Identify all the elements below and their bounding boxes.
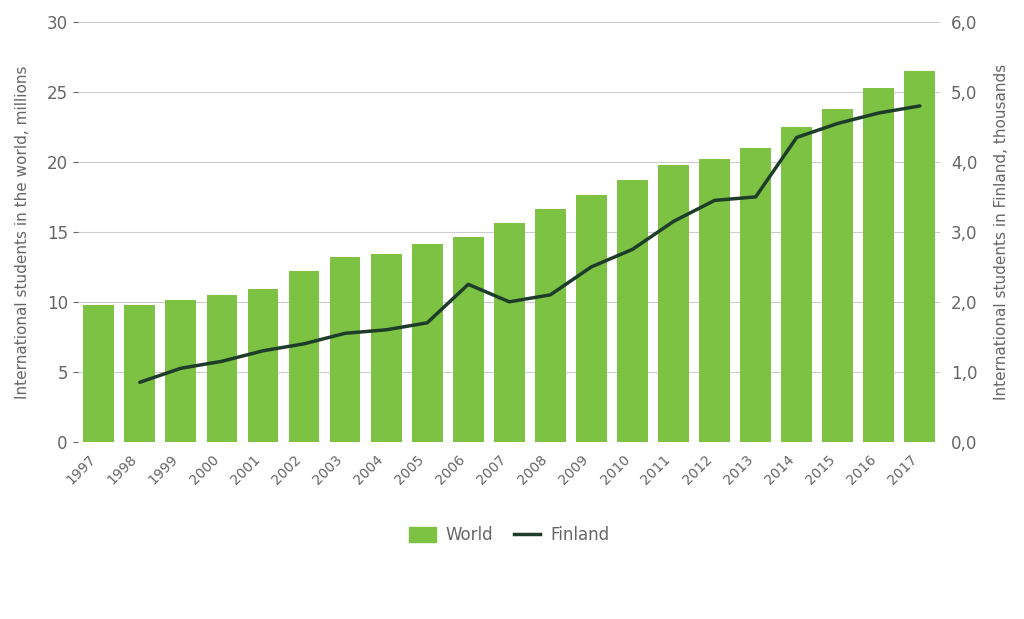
Bar: [699, 159, 730, 442]
Bar: [412, 245, 442, 442]
Bar: [658, 165, 689, 442]
Y-axis label: International students in the world, millions: International students in the world, mil…: [15, 65, 30, 399]
Bar: [617, 180, 648, 442]
Bar: [248, 289, 279, 442]
Bar: [822, 109, 853, 442]
Bar: [781, 127, 812, 442]
Y-axis label: International students in Finland, thousands: International students in Finland, thous…: [994, 64, 1009, 400]
Bar: [577, 196, 607, 442]
Bar: [83, 305, 114, 442]
Bar: [904, 71, 935, 442]
Bar: [494, 223, 524, 442]
Bar: [207, 295, 238, 442]
Bar: [740, 148, 771, 442]
Bar: [863, 88, 894, 442]
Bar: [330, 257, 360, 442]
Bar: [289, 271, 319, 442]
Bar: [166, 300, 197, 442]
Bar: [453, 238, 483, 442]
Bar: [371, 254, 401, 442]
Legend: World, Finland: World, Finland: [402, 519, 616, 551]
Bar: [124, 305, 156, 442]
Bar: [535, 209, 566, 442]
